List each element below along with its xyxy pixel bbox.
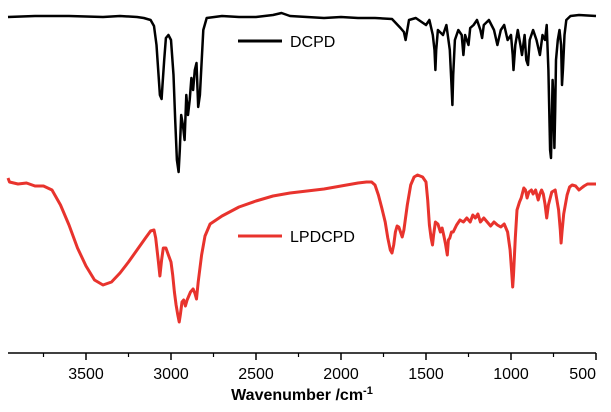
series-layer <box>6 11 597 324</box>
x-axis-ticks: 3500 3000 2500 2000 1500 1000 500 <box>42 353 597 383</box>
x-axis-title-superscript: -1 <box>363 385 373 397</box>
series-line-dcpd <box>7 11 597 174</box>
x-tick-label-3000: 3000 <box>153 366 189 383</box>
x-tick-label-1500: 1500 <box>408 366 444 383</box>
legend-label-dcpd: DCPD <box>290 34 335 51</box>
series-line-lpdcpd <box>6 173 596 324</box>
x-tick-label-2500: 2500 <box>238 366 274 383</box>
x-tick-label-2000: 2000 <box>323 366 359 383</box>
x-tick-label-3500: 3500 <box>68 366 104 383</box>
legend: DCPD LPDCPD <box>238 34 355 246</box>
x-tick-label-1000: 1000 <box>493 366 529 383</box>
x-axis-title: Wavenumber /cm-1 <box>231 385 373 404</box>
legend-label-lpdcpd: LPDCPD <box>290 229 355 246</box>
x-tick-label-500: 500 <box>569 366 596 383</box>
